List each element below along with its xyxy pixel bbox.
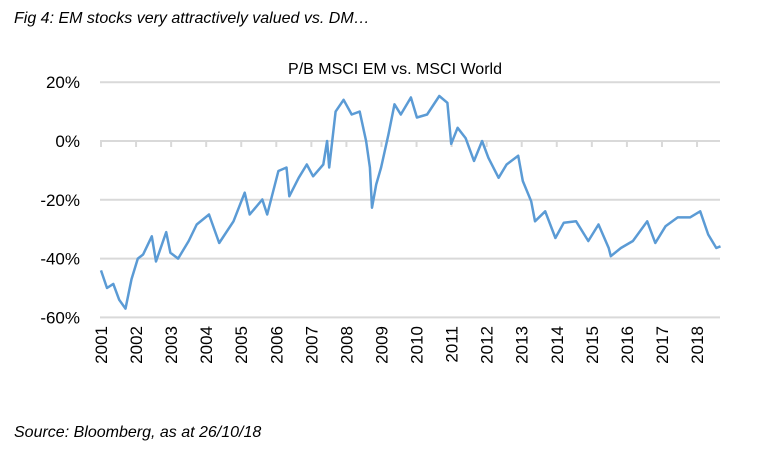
x-tick-label: 2016 [618, 326, 637, 364]
x-tick-label: 2003 [162, 326, 181, 364]
x-tick-label: 2012 [478, 326, 497, 364]
figure-title: Fig 4: EM stocks very attractively value… [14, 10, 370, 27]
x-tick-label: 2002 [127, 326, 146, 364]
source-note: Source: Bloomberg, as at 26/10/18 [14, 424, 262, 441]
chart-title: P/B MSCI EM vs. MSCI World [288, 61, 502, 78]
x-tick-label: 2004 [197, 326, 216, 364]
x-tick-label: 2015 [583, 326, 602, 364]
y-tick-label: -20% [40, 191, 80, 210]
x-tick-label: 2007 [302, 326, 321, 364]
x-tick-label: 2005 [232, 326, 251, 364]
y-tick-label: -60% [40, 308, 80, 327]
x-tick-label: 2008 [337, 326, 356, 364]
x-tick-label: 2006 [267, 326, 286, 364]
x-tick-label: 2017 [653, 326, 672, 364]
series-line [99, 94, 721, 310]
x-tick-label: 2010 [408, 326, 427, 364]
y-tick-label: 0% [55, 132, 80, 151]
x-tick-label: 2001 [92, 326, 111, 364]
x-tick-label: 2009 [372, 326, 391, 364]
y-tick-label: 20% [46, 73, 80, 92]
y-tick-label: -40% [40, 250, 80, 269]
x-tick-label: 2013 [513, 326, 532, 364]
x-tick-label: 2011 [443, 326, 462, 363]
x-tick-label: 2014 [548, 326, 567, 364]
x-tick-label: 2018 [688, 326, 707, 364]
